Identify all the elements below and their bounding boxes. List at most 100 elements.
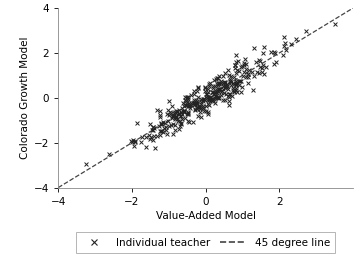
Point [177, 107, 182, 112]
Point [223, 92, 229, 96]
Point [173, 109, 179, 113]
Point [166, 113, 172, 117]
Legend: Individual teacher, 45 degree line: Individual teacher, 45 degree line [76, 232, 335, 253]
Point [172, 123, 178, 127]
Point [211, 92, 217, 96]
Point [205, 92, 210, 96]
Point [245, 72, 251, 76]
Point [203, 91, 209, 96]
Point [221, 91, 227, 95]
Point [221, 80, 226, 85]
Point [165, 108, 171, 112]
Point [177, 126, 182, 131]
Point [209, 97, 215, 101]
Point [174, 117, 180, 121]
Point [237, 83, 242, 87]
Point [175, 119, 181, 123]
Point [214, 88, 220, 92]
Point [157, 109, 163, 113]
Point [238, 65, 244, 69]
Point [158, 129, 163, 133]
Point [173, 114, 178, 119]
Point [212, 90, 218, 94]
Point [200, 106, 206, 110]
Point [245, 75, 251, 79]
Point [190, 101, 196, 106]
Point [178, 114, 183, 118]
Point [218, 79, 224, 83]
Point [184, 100, 190, 104]
Point [192, 108, 198, 113]
Point [237, 79, 243, 83]
Point [245, 81, 251, 85]
Point [167, 110, 173, 114]
Point [186, 103, 191, 108]
Point [201, 109, 207, 113]
Point [181, 109, 187, 114]
Point [210, 98, 216, 102]
Point [197, 105, 203, 109]
Point [229, 94, 235, 98]
Point [209, 96, 215, 101]
Point [147, 137, 153, 141]
Point [152, 146, 158, 150]
Point [131, 138, 136, 143]
Point [216, 74, 222, 78]
Point [235, 58, 241, 63]
Point [194, 89, 200, 93]
Point [209, 99, 215, 103]
Point [259, 65, 265, 70]
Point [260, 51, 266, 55]
Point [191, 103, 197, 107]
Point [163, 125, 169, 129]
Point [245, 71, 250, 76]
Point [200, 106, 206, 110]
Point [139, 135, 145, 139]
Point [230, 81, 236, 85]
Point [201, 97, 207, 102]
Point [177, 124, 183, 129]
Point [206, 103, 212, 107]
Point [182, 116, 188, 120]
Point [220, 87, 226, 91]
Point [188, 93, 194, 97]
Point [281, 35, 287, 40]
Point [253, 60, 258, 65]
Point [293, 36, 299, 41]
Point [172, 128, 178, 132]
Point [214, 77, 219, 81]
Point [224, 83, 230, 88]
Point [176, 112, 182, 116]
Point [194, 107, 200, 111]
Point [250, 88, 256, 92]
Point [215, 80, 221, 85]
Point [212, 101, 218, 105]
Point [185, 97, 191, 101]
Point [192, 107, 198, 111]
Point [158, 122, 164, 126]
Point [220, 74, 226, 79]
Point [195, 114, 201, 118]
Point [195, 84, 201, 89]
Point [151, 125, 157, 130]
Point [169, 116, 175, 120]
Point [206, 98, 212, 102]
Point [189, 100, 194, 105]
Point [233, 81, 238, 85]
Point [207, 95, 213, 99]
Point [273, 60, 278, 64]
Point [261, 45, 267, 50]
Point [251, 46, 257, 50]
Point [215, 89, 221, 94]
Point [206, 97, 211, 101]
Point [173, 110, 178, 114]
Point [211, 91, 217, 96]
Point [207, 99, 213, 104]
Point [280, 53, 286, 57]
X-axis label: Value-Added Model: Value-Added Model [156, 211, 256, 221]
Point [271, 50, 277, 54]
Point [150, 137, 156, 142]
Point [174, 109, 180, 113]
Point [191, 92, 197, 96]
Point [233, 86, 238, 90]
